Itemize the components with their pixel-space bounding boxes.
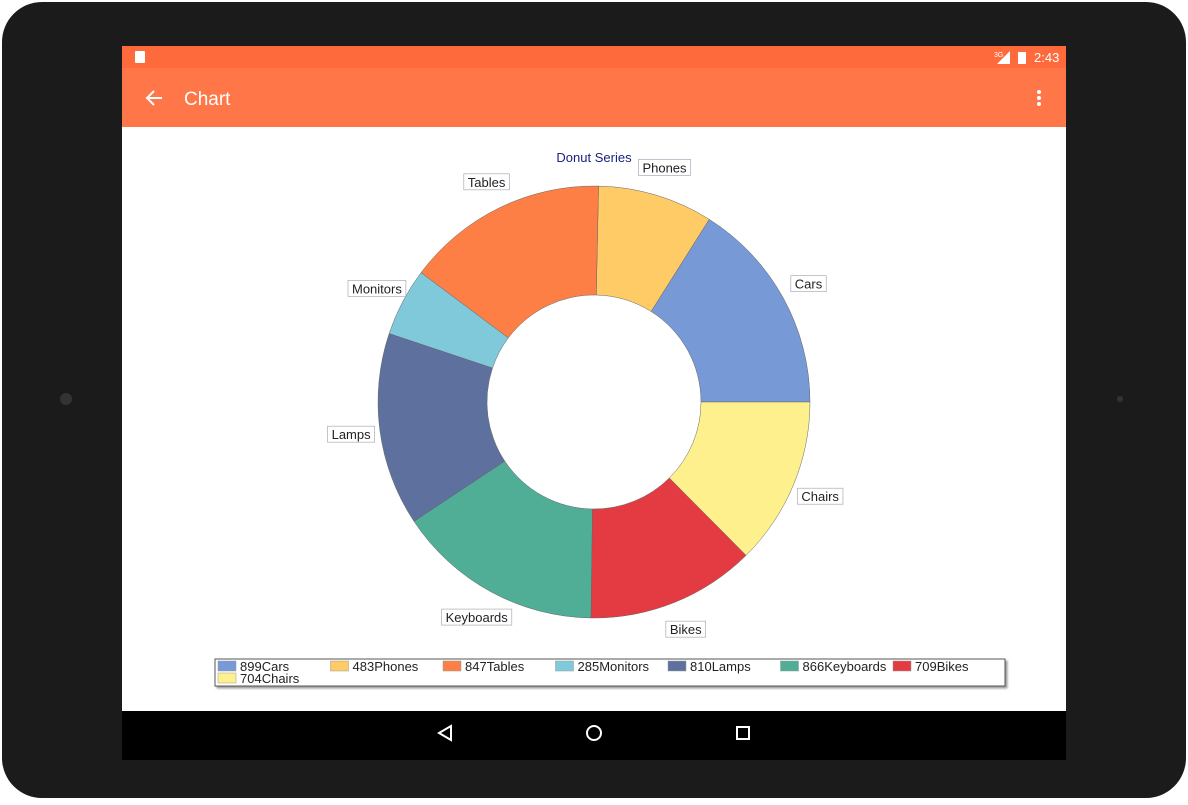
legend-value: 847 xyxy=(465,659,487,674)
signal-icon xyxy=(997,51,1010,64)
legend-label: 810Lamps xyxy=(690,659,751,674)
slice-label: Monitors xyxy=(352,281,402,296)
legend-label: 899Cars xyxy=(240,659,290,674)
legend-name: Tables xyxy=(487,659,525,674)
legend-value: 704 xyxy=(240,671,262,686)
legend-label: 709Bikes xyxy=(915,659,969,674)
sensor xyxy=(1117,396,1123,402)
label-callout xyxy=(638,159,691,176)
label-callout xyxy=(797,487,844,505)
legend-swatch xyxy=(217,660,237,672)
donut-slice xyxy=(650,218,811,403)
battery-icon xyxy=(1018,52,1026,64)
overflow-menu[interactable] xyxy=(1037,90,1041,106)
slice-label: Phones xyxy=(642,160,687,175)
legend-name: Phones xyxy=(374,659,419,674)
label-callout xyxy=(665,620,706,638)
chart-title: Donut Series xyxy=(556,150,632,165)
label-callout xyxy=(790,275,827,293)
back-arrow-head[interactable] xyxy=(145,90,155,106)
legend-swatch xyxy=(555,660,574,672)
slice-label: Chairs xyxy=(801,489,839,504)
donut-slice xyxy=(377,333,506,522)
legend-name: Bikes xyxy=(937,659,969,674)
slice-label: Cars xyxy=(795,277,823,292)
menu-dot[interactable] xyxy=(1037,90,1041,94)
nav-recents[interactable] xyxy=(736,726,750,740)
legend-swatch xyxy=(442,660,462,672)
sd-icon xyxy=(135,51,145,63)
app-bar xyxy=(122,68,1066,127)
legend-swatch xyxy=(780,660,799,672)
slice-label: Lamps xyxy=(332,427,372,442)
nav-home[interactable] xyxy=(586,725,602,741)
legend-name: Chairs xyxy=(262,671,300,686)
legend-label: 847Tables xyxy=(465,659,525,674)
menu-dot[interactable] xyxy=(1037,102,1041,106)
menu-dot[interactable] xyxy=(1037,96,1041,100)
slice-label: Bikes xyxy=(670,622,702,637)
camera xyxy=(60,393,72,405)
legend-name: Monitors xyxy=(599,659,649,674)
donut-slice xyxy=(413,460,593,619)
legend-value: 285 xyxy=(578,659,600,674)
legend-value: 899 xyxy=(240,659,262,674)
legend-value: 866 xyxy=(803,659,825,674)
legend-name: Lamps xyxy=(712,659,752,674)
legend-value: 709 xyxy=(915,659,937,674)
legend: 899Cars 483Phones 847Tables 285Monitors 810L… xyxy=(217,659,969,686)
donut-slice xyxy=(420,185,599,339)
status-bar xyxy=(122,46,1066,68)
slice-label: Keyboards xyxy=(446,610,509,625)
slice-label: Tables xyxy=(468,175,506,190)
legend-name: Keyboards xyxy=(824,659,887,674)
back-button[interactable] xyxy=(145,90,162,106)
legend-swatch xyxy=(892,660,912,672)
donut-chart: Cars Phones Tables Monitors Lamps Keyboards Bi… xyxy=(327,159,844,638)
label-callout xyxy=(327,425,375,443)
legend-value: 810 xyxy=(690,659,712,674)
donut-slice xyxy=(668,401,811,556)
legend-label: 704Chairs xyxy=(240,671,300,686)
nav-back[interactable] xyxy=(437,724,452,742)
legend-swatch xyxy=(667,660,687,672)
nav-bar xyxy=(122,711,1066,760)
label-callout xyxy=(347,280,407,297)
label-callout xyxy=(441,608,513,626)
clock: 2:43 xyxy=(1034,50,1059,65)
app-title: Chart xyxy=(184,89,231,110)
legend-swatch xyxy=(217,672,237,684)
legend-name: Cars xyxy=(262,659,290,674)
legend-label: 483Phones xyxy=(353,659,419,674)
legend-value: 483 xyxy=(353,659,375,674)
network-label: 3G xyxy=(994,52,1003,59)
legend-label: 285Monitors xyxy=(578,659,650,674)
legend-label: 866Keyboards xyxy=(803,659,887,674)
legend-swatch xyxy=(330,660,349,672)
label-callout xyxy=(463,173,510,191)
donut-slice xyxy=(590,477,747,619)
